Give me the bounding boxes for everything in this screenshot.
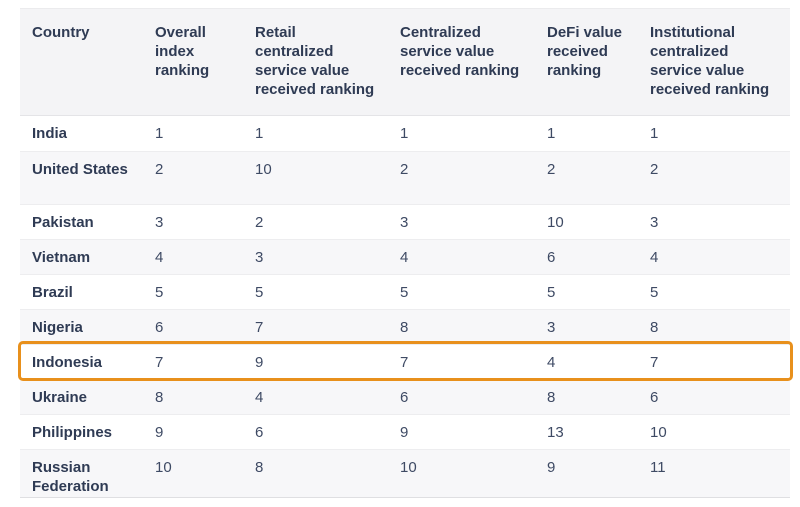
- col-header-defi: DeFi value received ranking: [535, 8, 638, 116]
- rank-cell: 5: [243, 274, 388, 310]
- rank-cell: 2: [143, 151, 243, 205]
- rank-cell: 10: [535, 204, 638, 240]
- rank-cell: 6: [535, 239, 638, 275]
- rank-cell: 4: [535, 344, 638, 380]
- rank-cell: 10: [638, 414, 790, 450]
- col-header-country: Country: [20, 8, 143, 116]
- country-cell: Vietnam: [20, 239, 143, 275]
- table-row-philippines: Philippines 9 6 9 13 10: [20, 414, 790, 450]
- rank-cell: 7: [243, 309, 388, 345]
- rank-cell: 8: [638, 309, 790, 345]
- col-header-overall-index: Overall index ranking: [143, 8, 243, 116]
- rank-cell: 6: [143, 309, 243, 345]
- rank-cell: 5: [143, 274, 243, 310]
- table-row-united-states: United States 2 10 2 2 2: [20, 151, 790, 205]
- rank-cell: 1: [243, 115, 388, 152]
- rank-cell: 13: [535, 414, 638, 450]
- table-row-ukraine: Ukraine 8 4 6 8 6: [20, 379, 790, 415]
- crypto-adoption-ranking-table: Country Overall index ranking Retail cen…: [20, 8, 790, 498]
- country-cell: India: [20, 115, 143, 152]
- rank-cell: 6: [243, 414, 388, 450]
- country-cell: United States: [20, 151, 143, 205]
- header-row: Country Overall index ranking Retail cen…: [20, 8, 790, 116]
- rank-cell: 8: [388, 309, 535, 345]
- rank-cell: 6: [388, 379, 535, 415]
- col-header-retail-centralized: Retail centralized service value receive…: [243, 8, 388, 116]
- country-cell: Ukraine: [20, 379, 143, 415]
- rank-cell: 1: [535, 115, 638, 152]
- rank-cell: 7: [143, 344, 243, 380]
- rank-cell: 6: [638, 379, 790, 415]
- rank-cell: 8: [535, 379, 638, 415]
- rank-cell: 3: [388, 204, 535, 240]
- country-cell: Russian Federation: [20, 449, 143, 498]
- rank-cell: 2: [243, 204, 388, 240]
- rank-cell: 9: [388, 414, 535, 450]
- rank-cell: 2: [535, 151, 638, 205]
- rank-cell: 3: [638, 204, 790, 240]
- rank-cell: 1: [388, 115, 535, 152]
- rank-cell: 9: [143, 414, 243, 450]
- country-cell: Brazil: [20, 274, 143, 310]
- country-cell: Nigeria: [20, 309, 143, 345]
- rank-cell: 2: [638, 151, 790, 205]
- rank-cell: 10: [243, 151, 388, 205]
- country-cell: Pakistan: [20, 204, 143, 240]
- rank-cell: 3: [143, 204, 243, 240]
- rank-cell: 5: [638, 274, 790, 310]
- rank-cell: 1: [638, 115, 790, 152]
- rank-cell: 8: [143, 379, 243, 415]
- rank-cell: 9: [243, 344, 388, 380]
- table-row-vietnam: Vietnam 4 3 4 6 4: [20, 239, 790, 275]
- rank-cell: 9: [535, 449, 638, 498]
- rank-cell: 8: [243, 449, 388, 498]
- table-row-brazil: Brazil 5 5 5 5 5: [20, 274, 790, 310]
- table-row-nigeria: Nigeria 6 7 8 3 8: [20, 309, 790, 345]
- rank-cell: 7: [388, 344, 535, 380]
- rank-cell: 2: [388, 151, 535, 205]
- rank-cell: 4: [243, 379, 388, 415]
- rank-cell: 5: [388, 274, 535, 310]
- country-cell: Indonesia: [20, 344, 143, 380]
- col-header-centralized: Centralized service value received ranki…: [388, 8, 535, 116]
- rank-cell: 3: [535, 309, 638, 345]
- rank-cell: 5: [535, 274, 638, 310]
- rank-cell: 4: [143, 239, 243, 275]
- rank-cell: 10: [388, 449, 535, 498]
- rank-cell: 11: [638, 449, 790, 498]
- col-header-institutional: Institutional centralized service value …: [638, 8, 790, 116]
- table-row-pakistan: Pakistan 3 2 3 10 3: [20, 204, 790, 240]
- table-row-indonesia-highlighted: Indonesia 7 9 7 4 7: [20, 344, 790, 380]
- rank-cell: 10: [143, 449, 243, 498]
- rank-cell: 4: [388, 239, 535, 275]
- rank-cell: 3: [243, 239, 388, 275]
- rank-cell: 7: [638, 344, 790, 380]
- country-cell: Philippines: [20, 414, 143, 450]
- table-row-india: India 1 1 1 1 1: [20, 115, 790, 152]
- table-row-russian-federation: Russian Federation 10 8 10 9 11: [20, 449, 790, 498]
- rank-cell: 1: [143, 115, 243, 152]
- rank-cell: 4: [638, 239, 790, 275]
